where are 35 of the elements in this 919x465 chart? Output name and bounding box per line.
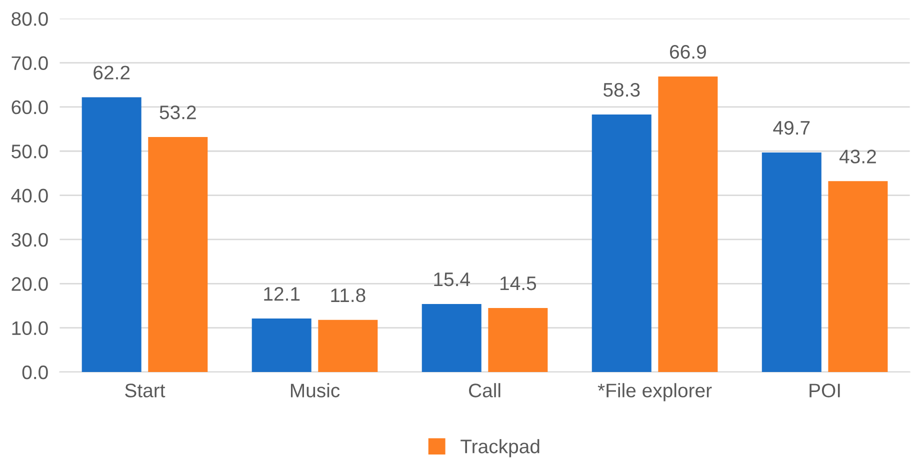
y-tick-label: 10.0 — [12, 321, 48, 336]
y-tick-label: 70.0 — [12, 56, 48, 70]
data-label: 12.1 — [264, 287, 300, 301]
data-label: 53.2 — [160, 105, 196, 120]
x-tick-label: Start — [125, 384, 166, 398]
data-label: 15.4 — [434, 272, 470, 286]
bar — [828, 181, 888, 372]
bar — [658, 76, 718, 372]
y-tick-label: 50.0 — [12, 144, 48, 158]
data-label: 49.7 — [773, 120, 810, 135]
bar — [252, 318, 312, 372]
bar — [762, 152, 822, 372]
bar — [82, 97, 142, 372]
data-label: 43.2 — [839, 150, 876, 164]
y-tick-label: 20.0 — [12, 277, 48, 291]
x-tick-label: Call — [469, 383, 500, 398]
data-label: 14.5 — [500, 276, 536, 290]
bar — [148, 136, 208, 372]
data-label: 11.8 — [331, 288, 366, 302]
bar — [488, 308, 548, 372]
legend-label: Trackpad — [460, 439, 540, 458]
bar — [592, 114, 652, 372]
x-tick-label: *File explorer — [598, 383, 712, 402]
bar — [422, 304, 482, 372]
data-label: 62.2 — [94, 66, 130, 80]
bar — [318, 320, 378, 372]
y-tick-label: 60.0 — [12, 100, 48, 114]
y-tick-label: 0.0 — [22, 365, 48, 380]
y-tick-label: 40.0 — [11, 188, 48, 203]
y-tick-label: 80.0 — [12, 12, 48, 26]
data-label: 58.3 — [603, 82, 640, 97]
x-tick-label: Music — [290, 383, 340, 398]
x-tick-label: POI — [810, 384, 840, 398]
data-label: 66.9 — [670, 44, 706, 59]
y-tick-label: 30.0 — [12, 232, 48, 247]
